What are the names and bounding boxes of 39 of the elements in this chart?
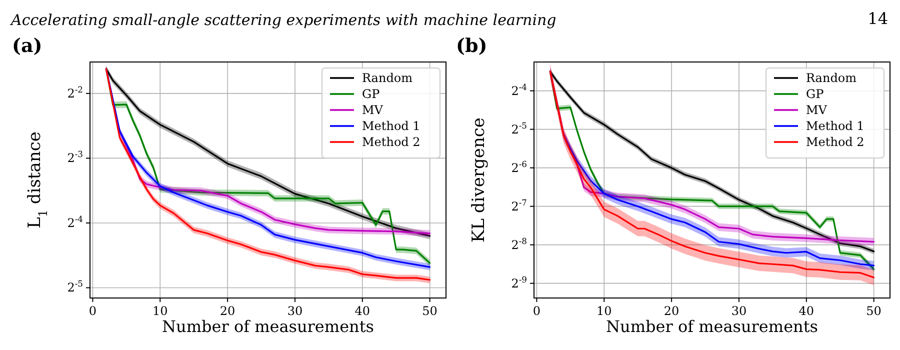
x-tick-label: 0 — [88, 304, 97, 318]
x-tick-label: 0 — [532, 304, 541, 318]
y-tick-label: 2$^{-6}$ — [511, 158, 527, 175]
x-tick-label: 20 — [220, 304, 236, 318]
y-axis-title: KL divergence — [469, 118, 489, 242]
legend-label: Random — [362, 71, 414, 85]
legend-label: MV — [806, 103, 828, 117]
x-tick-label: 40 — [798, 304, 814, 318]
x-axis-title: Number of measurements — [162, 317, 374, 336]
y-tick-label: 2$^{-2}$ — [67, 84, 83, 100]
y-tick-label: 2$^{-5}$ — [67, 278, 83, 295]
x-tick-label: 40 — [354, 304, 370, 318]
chart-title: (a) — [12, 35, 42, 57]
x-axis-title: Number of measurements — [606, 317, 818, 336]
y-tick-label: 2$^{-7}$ — [511, 197, 527, 214]
x-tick-label: 10 — [596, 304, 612, 318]
text: Accelerating small-angle scattering experiments with machine learning — [9, 11, 556, 29]
legend-label: GP — [806, 87, 824, 101]
text: 14 — [868, 9, 888, 28]
y-tick-label: 2$^{-9}$ — [511, 274, 527, 290]
x-tick-label: 10 — [152, 304, 168, 318]
x-tick-label: 50 — [866, 304, 882, 318]
chart-title: (b) — [456, 35, 488, 57]
legend-label: Random — [806, 71, 858, 85]
legend-label: Method 1 — [362, 119, 420, 133]
legend-label: Method 2 — [362, 135, 420, 149]
y-tick-label: 2$^{-4}$ — [67, 214, 83, 230]
y-tick-label: 2$^{-8}$ — [511, 236, 527, 252]
legend-label: Method 1 — [806, 119, 864, 133]
y-tick-label: 2$^{-4}$ — [511, 82, 527, 98]
y-tick-label: 2$^{-5}$ — [511, 120, 527, 136]
legend-label: MV — [362, 103, 384, 117]
x-tick-label: 30 — [287, 304, 303, 318]
legend-label: Method 2 — [806, 135, 864, 149]
y-tick-label: 2$^{-3}$ — [67, 149, 83, 166]
legend-label: GP — [362, 87, 380, 101]
x-tick-label: 50 — [422, 304, 438, 318]
x-tick-label: 20 — [664, 304, 680, 318]
x-tick-label: 30 — [731, 304, 747, 318]
